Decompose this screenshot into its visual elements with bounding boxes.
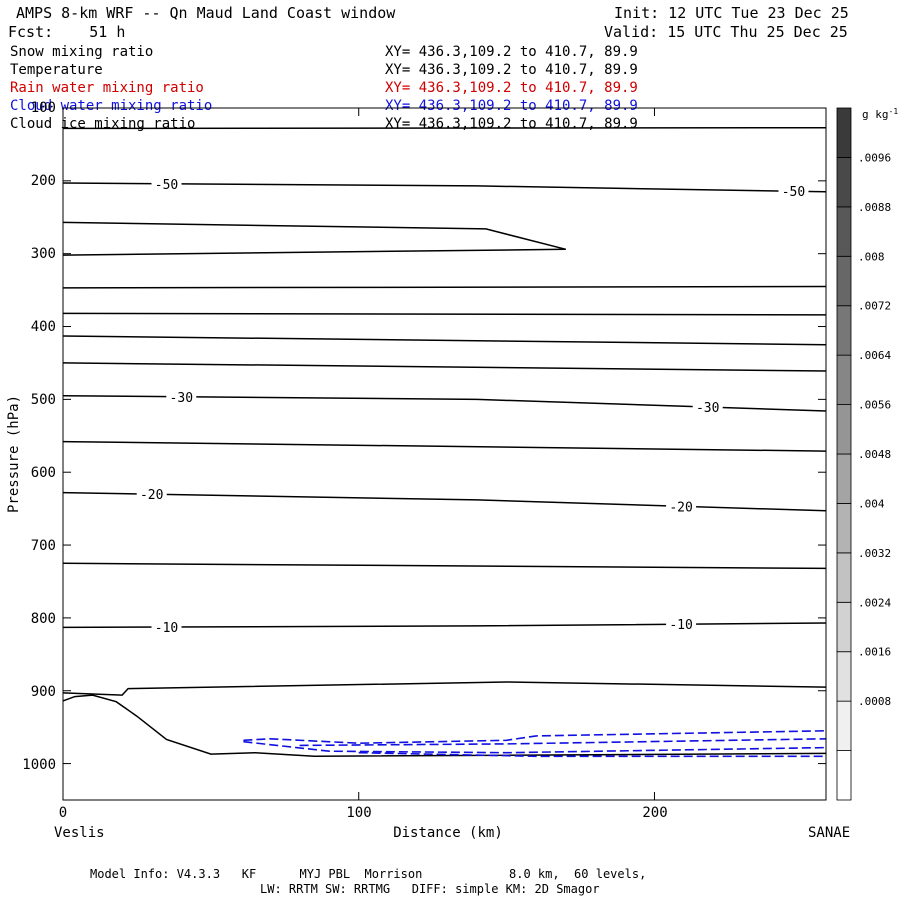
temperature-contour-10: [63, 491, 826, 512]
contour-label-bg: [692, 400, 723, 415]
contour-label-bg: [151, 620, 182, 634]
contour-label-bg: [166, 389, 197, 404]
colorbar-unit-exponent: -1: [889, 107, 899, 116]
cloud-water-contour-3: [358, 751, 826, 758]
x-tick-label-200: 200: [642, 805, 667, 821]
colorbar-label-11: .0008: [858, 695, 891, 708]
y-tick-label-200: 200: [31, 173, 56, 189]
cloud-water-contour-1: [243, 740, 826, 754]
colorbar-label-7: .004: [858, 497, 885, 510]
colorbar-swatch-4: [836, 552, 852, 603]
field-xy-temperature: XY= 436.3,109.2 to 410.7, 89.9: [385, 62, 638, 78]
cloud-water-contour-2: [299, 738, 826, 747]
field-xy-cloud-water: XY= 436.3,109.2 to 410.7, 89.9: [385, 98, 638, 114]
contour-label-bg: [136, 487, 167, 502]
temperature-contour-12: [63, 622, 826, 629]
temperature-contour-0: [63, 126, 826, 130]
colorbar-swatch-3: [836, 601, 852, 653]
colorbar-swatch-6: [836, 453, 852, 504]
colorbar-label-3: .0072: [858, 300, 891, 313]
colorbar-swatch-5: [836, 503, 852, 554]
colorbar-label-0: .0096: [858, 151, 891, 164]
temperature-contour-1: [63, 182, 826, 193]
contour-label-minus20-10-1: -20: [669, 500, 692, 515]
header-fcst: Fcst: 51 h: [8, 23, 126, 41]
field-name-snow: Snow mixing ratio: [10, 44, 154, 60]
contour-label-bg: [778, 184, 809, 199]
colorbar-label-4: .0064: [858, 349, 891, 362]
field-xy-rain: XY= 436.3,109.2 to 410.7, 89.9: [385, 80, 638, 96]
contour-label-minus10-12-1: -10: [669, 618, 692, 633]
colorbar-swatch-0: [836, 750, 852, 801]
contour-label-minus10-12-0: -10: [155, 621, 178, 636]
y-tick-label-900: 900: [31, 684, 56, 700]
colorbar-unit-base: g kg: [862, 108, 889, 121]
temperature-contour-2: [63, 221, 566, 251]
temperature-contour-6: [63, 335, 826, 346]
y-tick-label-400: 400: [31, 319, 56, 335]
temperature-contour-4: [63, 285, 826, 289]
colorbar-swatch-8: [836, 354, 852, 405]
colorbar-label-2: .008: [858, 250, 885, 263]
colorbar: .0096 .0088 .008 .0072 .0064 .0056 .0048 .004 .0…: [836, 107, 891, 801]
y-tick-label-800: 800: [31, 611, 56, 627]
temperature-contour-5: [63, 312, 826, 316]
field-name-cloud-water: Cloud water mixing ratio: [10, 98, 213, 114]
footer-physics-info: LW: RRTM SW: RRTMG DIFF: simple KM: 2D S…: [260, 882, 600, 896]
x-tick-label-0: 0: [59, 805, 67, 821]
colorbar-swatch-11: [836, 206, 852, 257]
y-tick-label-700: 700: [31, 538, 56, 554]
temperature-contour-13: [63, 681, 826, 696]
colorbar-swatch-13: [836, 107, 852, 158]
contour-label-bg: [666, 499, 697, 514]
colorbar-swatch-9: [836, 305, 852, 356]
contour-label-minus50-1-0: -50: [155, 178, 178, 193]
temperature-contour-3: [63, 248, 566, 256]
y-axis-label: Pressure (hPa): [6, 395, 22, 513]
colorbar-label-6: .0048: [858, 448, 891, 461]
y-tick-label-300: 300: [31, 246, 56, 262]
right-end-label: SANAE: [808, 825, 850, 841]
contour-label-minus30-8-0: -30: [170, 391, 193, 406]
colorbar-swatch-12: [836, 157, 852, 208]
plot-frame: [62, 107, 827, 801]
field-name-rain: Rain water mixing ratio: [10, 80, 204, 96]
field-name-temperature: Temperature: [10, 62, 103, 78]
footer-model-info: Model Info: V4.3.3 KF MYJ PBL Morrison 8…: [90, 867, 647, 881]
colorbar-label-1: .0088: [858, 201, 891, 214]
y-tick-label-600: 600: [31, 465, 56, 481]
colorbar-unit: g kg-1: [862, 107, 898, 121]
colorbar-label-10: .0016: [858, 646, 891, 659]
header-title: AMPS 8-km WRF -- Qn Maud Land Coast wind…: [16, 4, 396, 22]
y-tick-label-100: 100: [31, 100, 56, 116]
colorbar-swatch-7: [836, 404, 852, 455]
colorbar-swatch-2: [836, 651, 852, 702]
terrain-line: [63, 694, 826, 758]
temperature-contour-7: [63, 362, 826, 372]
temperature-contour-11: [63, 562, 826, 570]
left-end-label: Veslis: [54, 825, 105, 841]
colorbar-label-5: .0056: [858, 399, 891, 412]
colorbar-swatch-1: [836, 700, 852, 751]
colorbar-label-9: .0024: [858, 596, 891, 609]
contour-label-minus30-8-1: -30: [696, 401, 719, 416]
y-tick-label-1000: 1000: [22, 757, 56, 773]
colorbar-label-8: .0032: [858, 547, 891, 560]
header-valid: Valid: 15 UTC Thu 25 Dec 25: [604, 23, 848, 41]
contour-label-minus20-10-0: -20: [140, 488, 163, 503]
cloud-water-contour-0: [243, 730, 826, 745]
temperature-contour-9: [63, 440, 826, 452]
contour-label-bg: [666, 617, 697, 632]
header-init: Init: 12 UTC Tue 23 Dec 25: [614, 4, 849, 22]
contour-label-minus50-1-1: -50: [782, 185, 805, 200]
colorbar-swatch-10: [836, 255, 852, 307]
x-axis-label: Distance (km): [393, 825, 503, 841]
x-tick-label-100: 100: [346, 805, 371, 821]
contour-label-bg: [151, 176, 182, 191]
field-xy-snow: XY= 436.3,109.2 to 410.7, 89.9: [385, 44, 638, 60]
y-tick-label-500: 500: [31, 392, 56, 408]
